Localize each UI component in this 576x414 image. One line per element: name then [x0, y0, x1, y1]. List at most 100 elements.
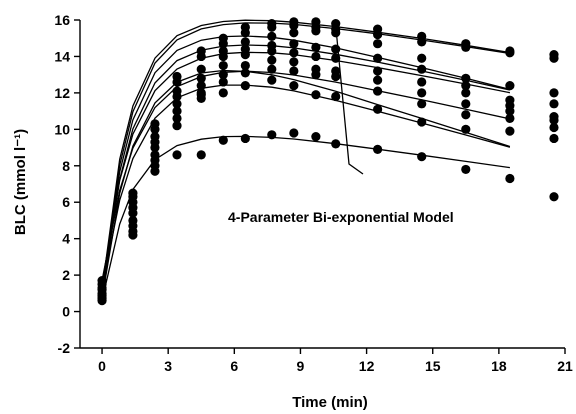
- point-8-7: [267, 130, 277, 140]
- point-1-12: [417, 37, 427, 47]
- point-7-13: [461, 124, 471, 134]
- point-5-12: [417, 88, 427, 98]
- point-5-8: [289, 57, 299, 67]
- point-6-10: [331, 71, 341, 82]
- data-points: [97, 17, 559, 306]
- point-4-8: [289, 48, 299, 58]
- point-7-7: [267, 75, 277, 85]
- point-2-14: [505, 81, 515, 91]
- point-3-15: [549, 99, 559, 109]
- point-3-5: [218, 51, 228, 62]
- point-2-13: [461, 73, 471, 83]
- point-2-15: [549, 88, 559, 98]
- point-6-7: [267, 64, 277, 74]
- point-4-7: [267, 46, 277, 56]
- point-3-8: [289, 39, 299, 49]
- point-7-12: [417, 117, 427, 127]
- point-2-7: [267, 31, 277, 41]
- point-4-5: [218, 60, 228, 71]
- point-4-12: [417, 77, 427, 87]
- point-7-5: [218, 88, 228, 98]
- point-7-4: [196, 93, 206, 103]
- point-1-2: [150, 124, 160, 134]
- fit-curve-6: [101, 70, 511, 281]
- point-7-9: [311, 90, 321, 100]
- x-tick-label-7: 21: [557, 358, 573, 374]
- point-6-6: [240, 68, 250, 78]
- point-8-4: [196, 150, 206, 160]
- point-2-11: [373, 39, 383, 49]
- point-6-12: [417, 99, 427, 109]
- y-tick-label-7: 12: [54, 85, 70, 101]
- point-6-11: [373, 86, 383, 96]
- point-1-13: [461, 42, 471, 52]
- point-5-3: [172, 106, 182, 116]
- y-tick-label-6: 10: [54, 121, 70, 137]
- point-7-11: [373, 104, 383, 114]
- point-2-12: [417, 53, 427, 63]
- point-8-15: [549, 192, 559, 202]
- point-2-6: [240, 37, 250, 47]
- fit-curve-4: [101, 51, 511, 285]
- point-1-8: [289, 20, 299, 31]
- x-tick-label-5: 15: [425, 358, 441, 374]
- annotation-text: 4-Parameter Bi-exponential Model: [228, 209, 454, 225]
- point-5-6: [240, 60, 250, 71]
- point-7-6: [240, 81, 250, 91]
- axes: [79, 20, 565, 349]
- point-6-14: [505, 113, 515, 123]
- point-3-11: [373, 53, 383, 63]
- point-3-4: [196, 73, 206, 83]
- point-5-5: [218, 70, 228, 80]
- x-tick-label-2: 6: [230, 358, 238, 374]
- point-4-11: [373, 66, 383, 76]
- point-6-8: [289, 66, 299, 76]
- y-tick-label-4: 6: [62, 194, 70, 210]
- x-tick-label-6: 18: [491, 358, 507, 374]
- x-tick-label-0: 0: [98, 358, 106, 374]
- fit-curve-7: [101, 84, 511, 289]
- point-1-7: [267, 22, 277, 32]
- point-5-15: [549, 115, 559, 125]
- point-1-6: [240, 28, 250, 38]
- point-2-4: [196, 64, 206, 74]
- point-8-10: [331, 139, 341, 149]
- point-4-2: [150, 142, 160, 153]
- point-8-0: [97, 296, 107, 306]
- point-3-12: [417, 64, 427, 74]
- x-tick-label-3: 9: [297, 358, 305, 374]
- point-6-3: [172, 113, 182, 123]
- point-8-9: [311, 132, 321, 142]
- x-axis-title: Time (min): [292, 394, 368, 411]
- point-1-15: [549, 53, 559, 63]
- annotation-pointer-line: [335, 25, 364, 175]
- y-tick-label-3: 4: [62, 231, 70, 247]
- point-8-13: [461, 164, 471, 175]
- y-tick-label-8: 14: [54, 48, 70, 64]
- point-7-3: [172, 121, 182, 131]
- point-4-9: [311, 51, 321, 62]
- point-1-14: [505, 48, 515, 58]
- fit-curve-5: [101, 69, 511, 299]
- point-5-14: [505, 106, 515, 116]
- x-tick-label-1: 3: [164, 358, 172, 374]
- fit-curves: [101, 19, 511, 301]
- point-7-14: [505, 126, 515, 136]
- point-6-0: [97, 275, 107, 286]
- ticks: -2 0 2 4 6 8 10 12 14 16 0 3 6 9 12 15 18 21: [54, 12, 573, 374]
- point-4-13: [461, 88, 471, 98]
- point-8-11: [373, 144, 383, 154]
- point-1-5: [218, 39, 228, 49]
- y-tick-label-0: -2: [58, 340, 71, 356]
- point-6-5: [218, 77, 228, 87]
- point-7-8: [289, 81, 299, 91]
- annotation: 4-Parameter Bi-exponential Model: [228, 25, 454, 225]
- point-1-4: [196, 51, 206, 62]
- point-4-1: [128, 208, 138, 218]
- point-3-10: [331, 44, 341, 54]
- point-8-12: [417, 152, 427, 162]
- y-tick-label-1: 0: [62, 304, 70, 320]
- point-2-9: [311, 26, 321, 36]
